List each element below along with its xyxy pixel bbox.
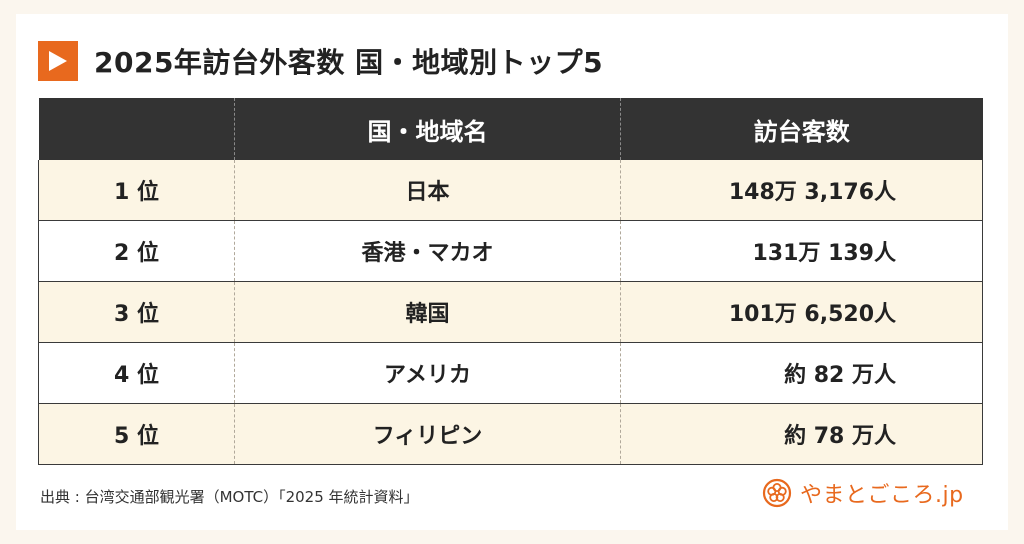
- table-row: 2 位 香港・マカオ 131万 139人: [38, 220, 983, 282]
- page-title: 2025年訪台外客数 国・地域別トップ5: [94, 46, 604, 79]
- country-cell: 韓国: [234, 281, 621, 343]
- table-row: 5 位 フィリピン 約 78 万人: [38, 403, 983, 465]
- header-country: 国・地域名: [234, 98, 621, 160]
- country-cell: アメリカ: [234, 342, 621, 404]
- rank-cell: 3 位: [38, 281, 235, 343]
- rank-cell: 1 位: [38, 160, 235, 221]
- logo-text: やまとごころ.jp: [800, 483, 964, 508]
- country-cell: フィリピン: [234, 403, 621, 465]
- visitors-cell: 131万 139人: [620, 220, 983, 282]
- site-logo[interactable]: やまとごころ.jp: [762, 477, 964, 509]
- table-row: 1 位 日本 148万 3,176人: [38, 160, 983, 221]
- yamatogokoro-flower-icon: [762, 478, 792, 508]
- rank-cell: 5 位: [38, 403, 235, 465]
- table-row: 4 位 アメリカ 約 82 万人: [38, 342, 983, 404]
- play-icon: [38, 41, 78, 81]
- country-cell: 日本: [234, 160, 621, 221]
- rank-cell: 2 位: [38, 220, 235, 282]
- country-cell: 香港・マカオ: [234, 220, 621, 282]
- ranking-table: 国・地域名 訪台客数 1 位 日本 148万 3,176人 2 位 香港・マカオ…: [38, 98, 983, 465]
- title-row: 2025年訪台外客数 国・地域別トップ5: [38, 38, 603, 84]
- source-note: 出典 : 台湾交通部観光署（MOTC）「2025 年統計資料」: [40, 488, 419, 506]
- header-rank: [38, 98, 235, 160]
- header-visitors: 訪台客数: [620, 98, 983, 160]
- table-row: 3 位 韓国 101万 6,520人: [38, 281, 983, 343]
- visitors-cell: 約 82 万人: [620, 342, 983, 404]
- visitors-cell: 101万 6,520人: [620, 281, 983, 343]
- rank-cell: 4 位: [38, 342, 235, 404]
- table-header-row: 国・地域名 訪台客数: [38, 98, 983, 160]
- visitors-cell: 約 78 万人: [620, 403, 983, 465]
- visitors-cell: 148万 3,176人: [620, 160, 983, 221]
